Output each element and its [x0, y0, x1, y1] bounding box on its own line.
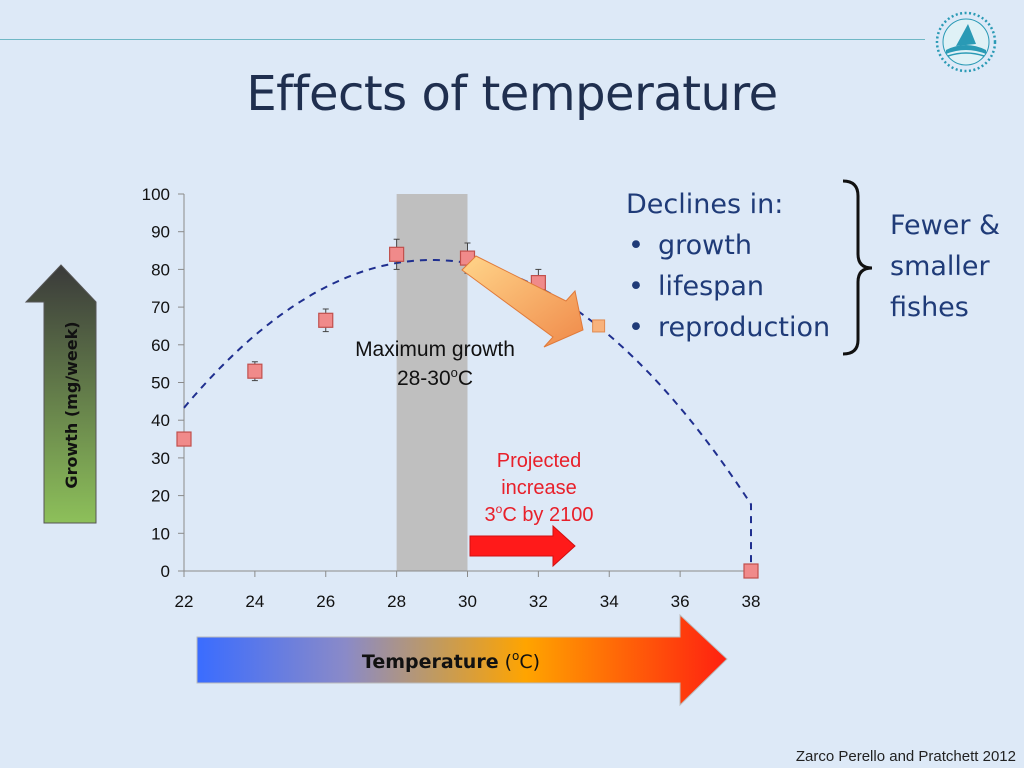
- x-tick-label: 34: [600, 592, 619, 611]
- data-point: [176, 431, 192, 447]
- grouping-bracket: [842, 179, 873, 356]
- y-tick-label: 40: [151, 411, 170, 430]
- y-tick-label: 20: [151, 487, 170, 506]
- max-growth-label: Maximum growth: [355, 338, 515, 361]
- fewer-smaller-fishes: Fewer & smaller fishes: [890, 205, 1000, 328]
- temperature-arrow: [196, 613, 728, 707]
- x-tick-label: 22: [175, 592, 194, 611]
- declines-item-growth: growth: [626, 225, 830, 266]
- x-axis-ticks: 22 24 26 28 30 32 34 36 38: [175, 571, 761, 611]
- growth-axis-arrow: [24, 264, 97, 524]
- x-tick-label: 36: [671, 592, 690, 611]
- data-point: [743, 563, 759, 579]
- top-divider-line: [0, 39, 925, 40]
- x-tick-label: 32: [529, 592, 548, 611]
- fewer-line-2: smaller: [890, 251, 990, 282]
- max-growth-band: [396, 194, 468, 571]
- y-tick-label: 90: [151, 223, 170, 242]
- declines-item-lifespan: lifespan: [626, 266, 830, 307]
- y-tick-label: 50: [151, 374, 170, 393]
- y-tick-label: 80: [151, 260, 170, 279]
- x-tick-label: 38: [742, 592, 761, 611]
- y-axis-label: Growth (mg/week): [62, 321, 81, 488]
- y-tick-label: 100: [142, 185, 170, 204]
- declines-item-reproduction: reproduction: [626, 307, 830, 348]
- x-tick-label: 30: [458, 592, 477, 611]
- y-tick-label: 0: [161, 562, 170, 581]
- y-axis-ticks: 0 10 20 30 40 50 60 70 80 90 100: [142, 185, 184, 581]
- projected-increase-arrow: [469, 524, 576, 568]
- projected-line-2: increase: [501, 477, 577, 499]
- y-tick-label: 70: [151, 298, 170, 317]
- x-tick-label: 24: [245, 592, 264, 611]
- declines-heading: Declines in:: [626, 189, 784, 220]
- fit-curve: [183, 259, 752, 571]
- data-points: [176, 238, 759, 579]
- decline-arrow: [461, 255, 584, 348]
- citation: Zarco Perello and Pratchett 2012: [795, 748, 1016, 765]
- declines-list: Declines in: growth lifespan reproductio…: [626, 184, 830, 348]
- data-point: [247, 363, 263, 379]
- y-tick-label: 60: [151, 336, 170, 355]
- projected-data-point: [592, 319, 606, 333]
- data-point: [389, 246, 405, 262]
- x-tick-label: 28: [387, 592, 406, 611]
- data-point: [318, 312, 334, 328]
- y-tick-label: 30: [151, 449, 170, 468]
- fewer-line-1: Fewer &: [890, 210, 1001, 241]
- y-tick-label: 10: [151, 524, 170, 543]
- max-growth-range: 28-30oC: [397, 365, 473, 390]
- temperature-label: Temperature (oC): [362, 649, 540, 673]
- projected-line-3: 3oC by 2100: [485, 502, 594, 526]
- projected-line-1: Projected: [497, 450, 582, 472]
- circular-fish-logo-icon: [935, 11, 997, 73]
- fewer-line-3: fishes: [890, 292, 969, 323]
- slide-title: Effects of temperature: [246, 66, 778, 122]
- x-tick-label: 26: [316, 592, 335, 611]
